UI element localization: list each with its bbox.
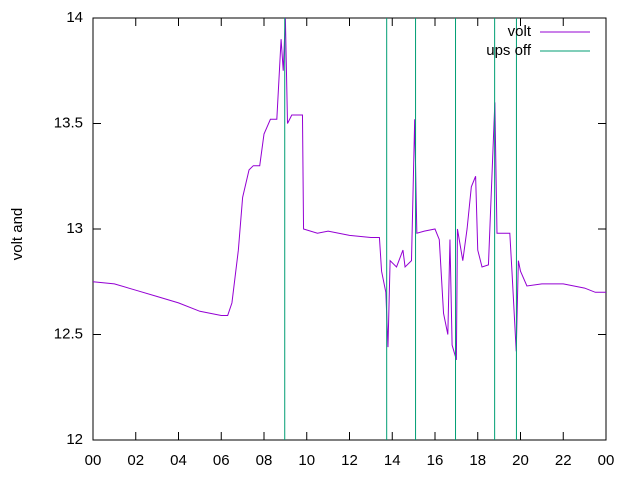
x-tick-label: 22 [555,452,572,469]
x-tick-label: 04 [170,452,187,469]
x-tick-label: 16 [427,452,444,469]
x-tick-label: 08 [256,452,273,469]
y-tick-label: 12 [66,431,83,448]
x-tick-label: 06 [213,452,230,469]
plot-border [92,17,607,441]
y-tick-label: 13 [66,220,83,237]
x-tick-label: 00 [598,452,615,469]
legend-label: volt [508,23,532,40]
x-tick-label: 00 [85,452,102,469]
y-tick-label: 14 [66,9,83,26]
x-tick-label: 12 [341,452,358,469]
y-axis-label: volt and [9,208,26,261]
y-tick-label: 12.5 [54,325,83,342]
legend-label: ups off [486,42,532,59]
line [92,17,606,360]
x-tick-label: 20 [512,452,529,469]
x-tick-label: 02 [127,452,144,469]
x-tick-label: 10 [298,452,315,469]
x-tick-label: 18 [469,452,486,469]
x-tick-label: 14 [384,452,401,469]
y-tick-label: 13.5 [54,114,83,131]
